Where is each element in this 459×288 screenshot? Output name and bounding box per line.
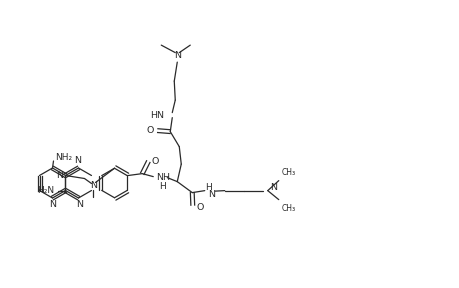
Text: HN: HN <box>150 111 164 120</box>
Text: H: H <box>158 182 165 191</box>
Text: N: N <box>269 183 276 192</box>
Text: NH: NH <box>156 173 170 182</box>
Text: NH₂: NH₂ <box>55 153 72 162</box>
Text: O: O <box>146 126 154 135</box>
Text: N: N <box>174 51 180 60</box>
Text: N: N <box>76 200 83 209</box>
Text: N: N <box>56 171 63 180</box>
Text: N: N <box>90 181 97 190</box>
Text: CH₃: CH₃ <box>281 168 295 177</box>
Text: CH₃: CH₃ <box>281 204 295 213</box>
Text: H₂N: H₂N <box>37 186 54 195</box>
Text: N: N <box>49 200 56 209</box>
Text: N: N <box>208 190 215 199</box>
Text: H: H <box>204 183 211 192</box>
Text: O: O <box>196 203 203 212</box>
Text: O: O <box>151 157 158 166</box>
Text: N: N <box>74 156 81 165</box>
